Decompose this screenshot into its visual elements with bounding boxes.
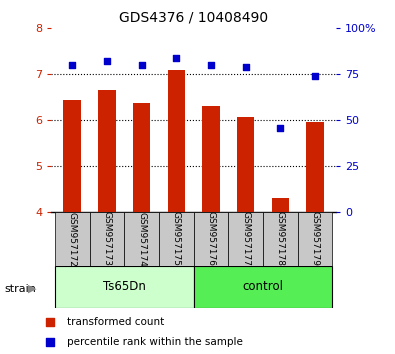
Text: GSM957178: GSM957178 [276, 211, 285, 267]
Text: GSM957177: GSM957177 [241, 211, 250, 267]
Text: strain: strain [4, 284, 36, 293]
Bar [263, 212, 297, 266]
Point [173, 55, 179, 61]
Bar [159, 212, 194, 266]
Bar [306, 122, 324, 212]
Text: control: control [243, 280, 284, 293]
Text: GSM957174: GSM957174 [137, 211, 146, 267]
Bar [55, 266, 194, 308]
Bar [272, 198, 289, 212]
Bar [90, 212, 124, 266]
Bar [55, 212, 90, 266]
Text: GSM957172: GSM957172 [68, 211, 77, 267]
Title: GDS4376 / 10408490: GDS4376 / 10408490 [119, 10, 268, 24]
Point [243, 64, 249, 70]
Text: GSM957173: GSM957173 [102, 211, 111, 267]
Bar [133, 103, 150, 212]
Point [312, 73, 318, 79]
Text: GSM957179: GSM957179 [310, 211, 320, 267]
Point [138, 62, 145, 68]
Point [47, 339, 53, 345]
Bar [237, 117, 254, 212]
Bar [202, 105, 220, 212]
Text: transformed count: transformed count [67, 318, 165, 327]
Text: GSM957175: GSM957175 [172, 211, 181, 267]
Text: percentile rank within the sample: percentile rank within the sample [67, 337, 243, 347]
Bar [98, 91, 115, 212]
Text: ▶: ▶ [28, 284, 37, 293]
Bar [297, 212, 332, 266]
Bar [228, 212, 263, 266]
Point [69, 62, 75, 68]
Text: GSM957176: GSM957176 [207, 211, 215, 267]
Text: Ts65Dn: Ts65Dn [103, 280, 146, 293]
Point [208, 62, 214, 68]
Point [47, 320, 53, 325]
Bar [194, 212, 228, 266]
Point [277, 125, 284, 131]
Point [103, 59, 110, 64]
Bar [124, 212, 159, 266]
Bar [194, 266, 332, 308]
Bar [167, 70, 185, 212]
Bar [64, 100, 81, 212]
